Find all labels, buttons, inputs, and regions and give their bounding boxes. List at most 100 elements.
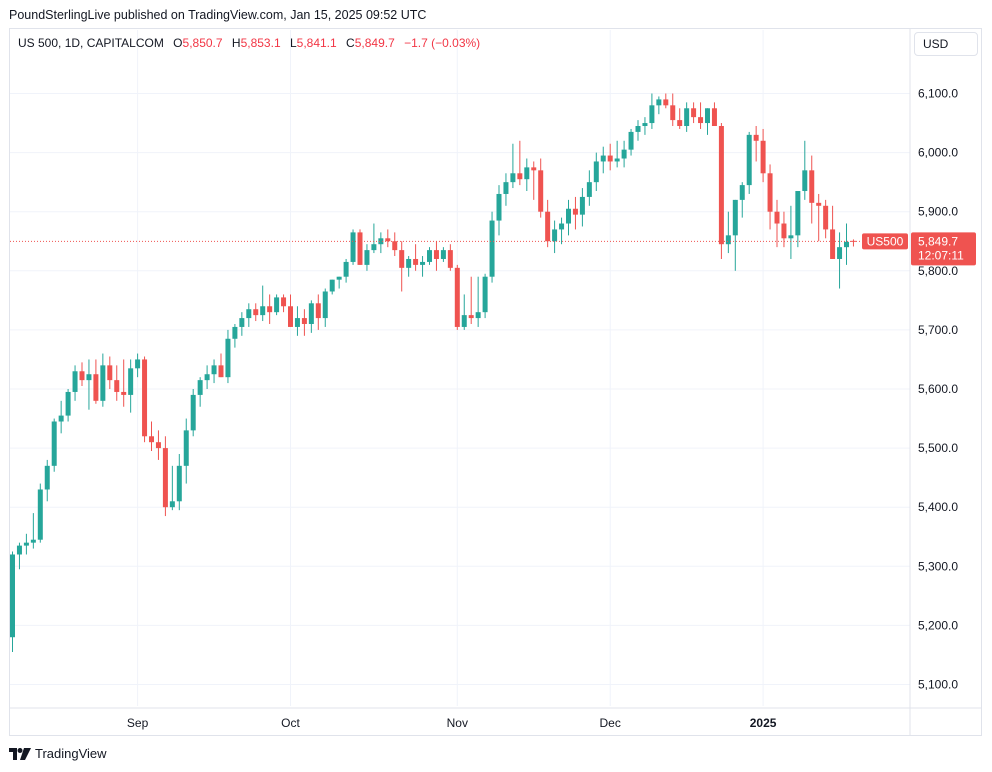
candle-body <box>795 191 801 236</box>
candle-body <box>399 250 405 268</box>
low-value: 5,841.1 <box>296 36 337 50</box>
candle-body <box>461 315 467 327</box>
candle <box>572 196 578 230</box>
candle-body <box>281 297 287 307</box>
candle-body <box>155 442 161 449</box>
candle-body <box>607 155 613 162</box>
currency-button[interactable]: USD <box>914 32 978 56</box>
candle <box>510 143 516 189</box>
candle-body <box>378 238 384 245</box>
y-tick-label: 5,400.0 <box>918 500 958 514</box>
candle <box>30 513 36 549</box>
candle <box>162 436 168 517</box>
symbol-tag-bg <box>862 233 908 250</box>
candle-body <box>142 359 148 437</box>
candle-body <box>30 539 36 543</box>
candle <box>274 294 280 316</box>
candle <box>343 258 349 283</box>
candle-body <box>16 545 22 555</box>
candle-body <box>823 205 829 230</box>
low-label: L <box>289 36 297 50</box>
candle <box>538 158 544 218</box>
candle <box>823 199 829 239</box>
candle <box>225 329 231 384</box>
open-value: 5,850.7 <box>182 36 223 50</box>
candle-body <box>336 276 342 280</box>
candle-body <box>183 430 189 466</box>
candle-body <box>197 380 203 395</box>
last-price-box <box>911 232 976 266</box>
y-tick-label: 6,100.0 <box>918 87 958 101</box>
candle-body <box>767 173 773 212</box>
candle <box>239 312 245 336</box>
candle <box>322 288 328 327</box>
symbol-legend: US 500, 1D, CAPITALCOM O5,850.7 H5,853.1… <box>18 36 480 50</box>
candle <box>51 418 57 472</box>
x-tick-label: Oct <box>281 716 300 730</box>
y-tick-label: 5,800.0 <box>918 264 958 278</box>
candle <box>475 276 481 327</box>
candle <box>58 400 64 434</box>
candle <box>600 146 606 174</box>
candle <box>545 199 551 248</box>
candle <box>211 359 217 384</box>
candle <box>23 533 29 555</box>
candle-body <box>364 250 370 265</box>
candle <box>732 199 738 271</box>
candle <box>16 542 22 570</box>
candle <box>795 191 801 248</box>
candle <box>607 143 613 171</box>
candle-body <box>635 126 641 132</box>
candle <box>406 256 412 277</box>
candle-body <box>406 258 412 268</box>
candle <box>579 188 585 227</box>
candle <box>725 211 731 254</box>
candle <box>72 365 78 401</box>
candle-body <box>190 394 196 431</box>
candle <box>482 273 488 319</box>
candle-body <box>705 108 710 124</box>
candle <box>517 140 523 186</box>
candle-body <box>288 306 293 327</box>
candle-body <box>79 371 85 381</box>
candle <box>781 211 787 248</box>
candle <box>433 241 439 271</box>
candle-body <box>621 149 627 159</box>
candle <box>260 285 266 322</box>
y-tick-label: 5,900.0 <box>918 205 958 219</box>
candle <box>427 247 432 265</box>
candle-body <box>732 199 738 236</box>
candle-body <box>656 99 662 106</box>
candle-body <box>357 232 363 265</box>
candle <box>204 365 210 389</box>
candle <box>385 229 391 248</box>
candle <box>121 359 127 407</box>
candle <box>691 102 697 124</box>
candle <box>642 117 648 135</box>
candle-body <box>204 374 210 381</box>
candle-body <box>844 241 849 248</box>
candle <box>566 199 571 236</box>
candle-body <box>649 105 655 124</box>
last-price-label: 5,849.7 <box>918 234 958 248</box>
candle-body <box>385 238 391 242</box>
candle-body <box>517 173 523 180</box>
candle <box>65 389 71 422</box>
candle <box>336 276 342 289</box>
candle-body <box>294 318 300 327</box>
symbol-title: US 500, 1D, CAPITALCOM <box>18 36 164 50</box>
candle-body <box>837 247 843 259</box>
candle <box>420 256 426 277</box>
candle <box>93 359 99 404</box>
candle <box>149 421 154 452</box>
candles <box>10 93 856 652</box>
candle-body <box>308 303 314 324</box>
candle-body <box>482 276 488 313</box>
footer-brand[interactable]: TradingView <box>9 746 107 761</box>
candle <box>371 223 377 254</box>
symbol-tag: US500 <box>867 234 904 248</box>
axes: 5,100.0 5,200.0 5,300.0 5,400.0 5,500.0 5,600… <box>9 28 982 736</box>
candle-body <box>93 374 99 401</box>
candle <box>496 185 502 236</box>
